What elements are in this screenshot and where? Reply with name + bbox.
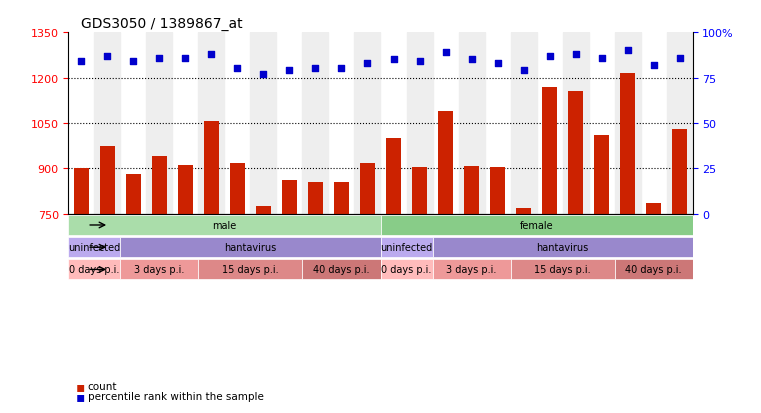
Bar xyxy=(490,168,505,214)
Bar xyxy=(672,130,687,214)
Bar xyxy=(406,33,432,214)
Point xyxy=(569,52,581,58)
Text: male: male xyxy=(212,221,237,230)
Bar xyxy=(619,74,635,214)
Bar xyxy=(614,33,641,214)
Bar xyxy=(74,168,89,214)
Point xyxy=(231,66,244,73)
Point xyxy=(648,62,660,69)
Bar xyxy=(412,168,428,214)
FancyBboxPatch shape xyxy=(432,260,511,280)
Point xyxy=(205,52,218,58)
Text: percentile rank within the sample: percentile rank within the sample xyxy=(88,392,263,401)
Text: 3 days p.i.: 3 days p.i. xyxy=(446,265,497,275)
Text: 3 days p.i.: 3 days p.i. xyxy=(134,265,185,275)
Text: uninfected: uninfected xyxy=(380,242,432,253)
Bar xyxy=(438,112,454,214)
Text: count: count xyxy=(88,381,117,391)
Point xyxy=(595,55,607,62)
Text: GDS3050 / 1389867_at: GDS3050 / 1389867_at xyxy=(81,17,243,31)
Point xyxy=(439,50,451,56)
Point xyxy=(413,59,425,65)
Bar xyxy=(126,174,142,214)
Text: hantavirus: hantavirus xyxy=(224,242,276,253)
FancyBboxPatch shape xyxy=(68,260,120,280)
Bar xyxy=(250,33,276,214)
Bar xyxy=(594,136,610,214)
Bar xyxy=(667,33,693,214)
Text: 40 days p.i.: 40 days p.i. xyxy=(314,265,370,275)
Bar xyxy=(568,92,584,214)
Text: ▪: ▪ xyxy=(76,389,85,404)
Text: 15 days p.i.: 15 days p.i. xyxy=(534,265,591,275)
Text: uninfected: uninfected xyxy=(68,242,120,253)
Point xyxy=(257,71,269,78)
FancyBboxPatch shape xyxy=(380,260,432,280)
Bar xyxy=(146,33,173,214)
Bar xyxy=(151,157,167,214)
Point xyxy=(310,66,322,73)
FancyBboxPatch shape xyxy=(380,237,432,258)
Text: ▪: ▪ xyxy=(76,379,85,393)
Point xyxy=(543,53,556,60)
Text: 0 days p.i.: 0 days p.i. xyxy=(381,265,431,275)
Point xyxy=(283,68,295,74)
FancyBboxPatch shape xyxy=(68,216,381,235)
Bar xyxy=(458,33,485,214)
Text: 40 days p.i.: 40 days p.i. xyxy=(626,265,682,275)
Text: 15 days p.i.: 15 days p.i. xyxy=(222,265,279,275)
Bar xyxy=(307,182,323,214)
Bar xyxy=(94,33,120,214)
Point xyxy=(673,55,686,62)
Bar xyxy=(511,33,537,214)
FancyBboxPatch shape xyxy=(120,237,380,258)
Bar xyxy=(463,167,479,214)
Point xyxy=(492,61,504,67)
Bar xyxy=(386,139,401,214)
Point xyxy=(622,48,634,55)
Bar xyxy=(562,33,588,214)
Point xyxy=(361,61,374,67)
Bar xyxy=(333,183,349,214)
FancyBboxPatch shape xyxy=(68,237,120,258)
Point xyxy=(154,55,166,62)
Bar xyxy=(178,165,193,214)
FancyBboxPatch shape xyxy=(614,260,693,280)
FancyBboxPatch shape xyxy=(511,260,614,280)
Bar xyxy=(282,180,298,214)
Bar xyxy=(542,88,557,214)
Text: 0 days p.i.: 0 days p.i. xyxy=(69,265,119,275)
Point xyxy=(127,59,139,65)
Bar xyxy=(230,164,245,214)
Bar xyxy=(360,164,375,214)
Bar xyxy=(645,204,661,214)
Point xyxy=(336,66,348,73)
Bar xyxy=(256,207,271,214)
Bar xyxy=(303,33,329,214)
Bar xyxy=(204,122,219,214)
Text: hantavirus: hantavirus xyxy=(537,242,588,253)
Point xyxy=(466,57,478,64)
Bar xyxy=(516,209,531,214)
Point xyxy=(517,68,530,74)
Point xyxy=(180,55,192,62)
Text: female: female xyxy=(520,221,553,230)
Bar xyxy=(100,146,116,214)
FancyBboxPatch shape xyxy=(432,237,693,258)
FancyBboxPatch shape xyxy=(120,260,199,280)
FancyBboxPatch shape xyxy=(303,260,380,280)
Point xyxy=(75,59,88,65)
Bar xyxy=(355,33,380,214)
Bar xyxy=(199,33,224,214)
Point xyxy=(101,53,113,60)
FancyBboxPatch shape xyxy=(380,216,693,235)
Point xyxy=(387,57,400,64)
FancyBboxPatch shape xyxy=(199,260,303,280)
